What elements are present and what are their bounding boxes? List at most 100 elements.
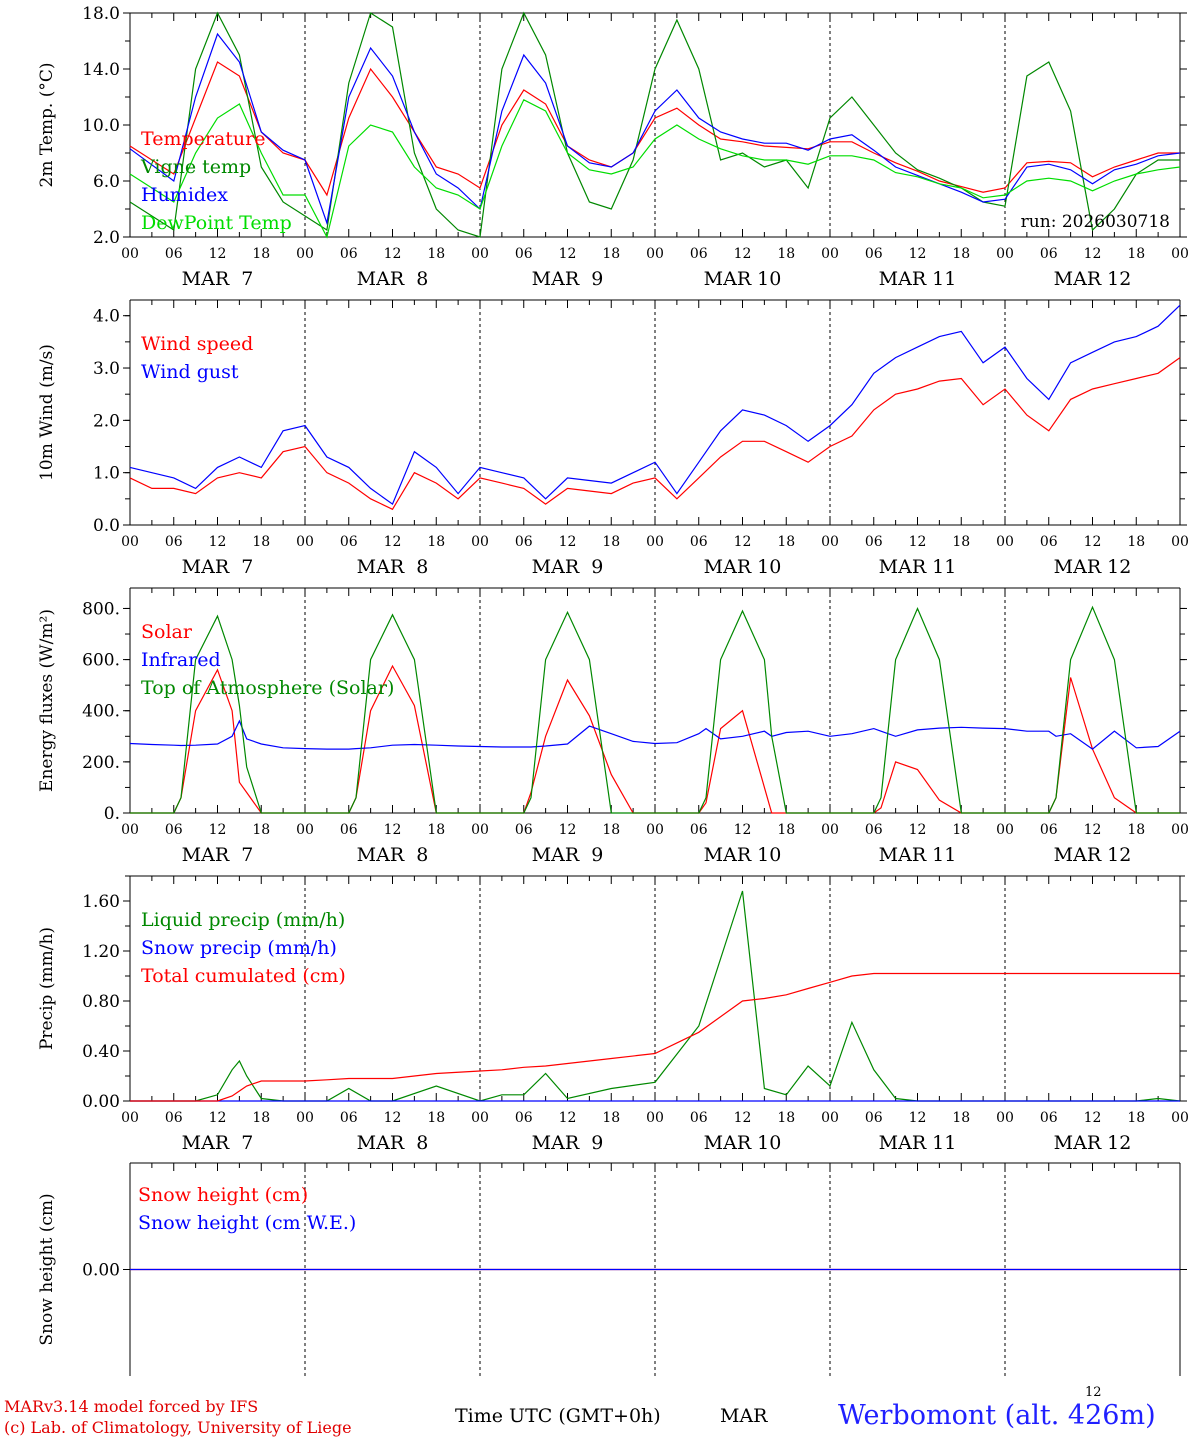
x-hour-label: 18: [427, 534, 445, 550]
x-hour-label: 12: [1084, 534, 1102, 550]
x-hour-label: 18: [427, 1110, 445, 1126]
y-tick-label: 0.00: [82, 1092, 120, 1112]
legend-label: Solar: [141, 621, 193, 643]
x-hour-label: 18: [252, 822, 270, 838]
y-tick-label: 0.0: [93, 516, 120, 536]
y-tick-label: 200.: [82, 753, 120, 773]
series-line-vigne-temp: [129, 11, 1180, 238]
x-day-label: MAR 8: [357, 844, 429, 866]
x-day-label: MAR 9: [532, 1132, 604, 1154]
x-hour-label: 06: [165, 822, 183, 838]
bottom-hour-label: 12: [1085, 1385, 1102, 1400]
x-hour-label: 18: [252, 1110, 270, 1126]
x-hour-label: 00: [121, 1110, 139, 1126]
x-hour-label: 06: [515, 1110, 533, 1126]
x-hour-label: 00: [471, 534, 489, 550]
x-hour-label: 06: [340, 822, 358, 838]
x-hour-label: 12: [559, 822, 577, 838]
y-tick-label: 14.0: [82, 60, 120, 80]
x-hour-label: 00: [646, 534, 664, 550]
legend-label: Wind gust: [141, 361, 239, 383]
x-day-label: MAR 10: [704, 268, 782, 290]
legend-label: Total cumulated (cm): [141, 965, 346, 987]
x-hour-label: 12: [384, 1110, 402, 1126]
x-hour-label: 00: [296, 1110, 314, 1126]
x-hour-label: 18: [602, 534, 620, 550]
legend-label: Top of Atmosphere (Solar): [141, 677, 394, 699]
x-hour-label: 00: [471, 822, 489, 838]
x-hour-label: 00: [296, 246, 314, 262]
y-tick-label: 0.00: [82, 1261, 120, 1281]
x-hour-label: 06: [690, 822, 708, 838]
x-hour-label: 06: [515, 534, 533, 550]
legend-label: Wind speed: [141, 333, 253, 355]
x-hour-label: 06: [1040, 822, 1058, 838]
y-axis-label: Precip (mm/h): [37, 927, 57, 1050]
panel-1: 2.0 6.0 10.0 14.0 18.0 2m Temp. (°C) Temperatu…: [37, 4, 1189, 290]
x-hour-label: 00: [996, 246, 1014, 262]
legend-label: DewPoint Temp: [141, 212, 292, 234]
x-hour-label: 12: [734, 1110, 752, 1126]
bottom-month-label: MAR: [720, 1405, 768, 1427]
series-line-humidex: [129, 32, 1181, 226]
x-hour-label: 00: [996, 822, 1014, 838]
x-hour-label: 06: [690, 534, 708, 550]
x-hour-label: 12: [209, 534, 227, 550]
y-tick-label: 1.60: [82, 892, 120, 912]
x-hour-label: 12: [734, 822, 752, 838]
x-day-label: MAR 12: [1054, 556, 1132, 578]
x-hour-label: 18: [252, 246, 270, 262]
x-hour-label: 00: [996, 1110, 1014, 1126]
panel-3: 0. 200. 400. 600. 800. Energy fluxes (W/m²) So…: [37, 587, 1189, 866]
x-day-label: MAR 8: [357, 1132, 429, 1154]
x-hour-label: 18: [602, 246, 620, 262]
x-hour-label: 00: [121, 534, 139, 550]
x-hour-label: 00: [1171, 822, 1189, 838]
x-hour-label: 18: [952, 822, 970, 838]
x-hour-label: 12: [384, 822, 402, 838]
series-line-infrared: [129, 719, 1181, 750]
legend-label: Humidex: [141, 184, 228, 206]
y-tick-label: 3.0: [93, 359, 120, 379]
x-hour-label: 00: [821, 822, 839, 838]
y-tick-label: 10.0: [82, 116, 120, 136]
x-hour-label: 18: [777, 246, 795, 262]
legend-label: Snow height (cm W.E.): [138, 1212, 356, 1234]
x-hour-label: 00: [821, 534, 839, 550]
x-hour-label: 06: [1040, 1110, 1058, 1126]
legend-label: Liquid precip (mm/h): [141, 909, 345, 931]
x-hour-label: 00: [996, 534, 1014, 550]
x-hour-label: 00: [646, 822, 664, 838]
x-hour-label: 18: [777, 534, 795, 550]
legend-label: Snow precip (mm/h): [141, 937, 337, 959]
y-tick-label: 2.0: [93, 228, 120, 248]
x-hour-label: 06: [340, 1110, 358, 1126]
x-day-label: MAR 8: [357, 268, 429, 290]
x-day-label: MAR 10: [704, 1132, 782, 1154]
y-axis-label: 10m Wind (m/s): [37, 344, 57, 481]
x-hour-label: 12: [209, 1110, 227, 1126]
time-axis-label: Time UTC (GMT+0h): [455, 1405, 661, 1427]
meteogram-chart: 2.0 6.0 10.0 14.0 18.0 2m Temp. (°C) Temperatu…: [37, 4, 1189, 1376]
y-tick-label: 800.: [82, 599, 120, 619]
x-hour-label: 18: [952, 534, 970, 550]
x-hour-label: 06: [865, 246, 883, 262]
x-hour-label: 00: [296, 822, 314, 838]
x-hour-label: 06: [165, 534, 183, 550]
x-hour-label: 12: [909, 1110, 927, 1126]
y-axis-label: Snow height (cm): [37, 1193, 57, 1345]
x-hour-label: 00: [471, 246, 489, 262]
y-tick-label: 0.80: [82, 992, 120, 1012]
x-hour-label: 18: [1127, 534, 1145, 550]
x-day-label: MAR 9: [532, 844, 604, 866]
x-hour-label: 06: [1040, 534, 1058, 550]
x-hour-label: 06: [690, 1110, 708, 1126]
series-line-wind-gust: [129, 304, 1181, 506]
x-hour-label: 00: [121, 822, 139, 838]
x-hour-label: 06: [165, 1110, 183, 1126]
y-tick-label: 18.0: [82, 4, 120, 24]
x-hour-label: 12: [384, 534, 402, 550]
x-day-label: MAR 10: [704, 844, 782, 866]
panel-4: 0.00 0.40 0.80 1.20 1.60 Precip (mm/h) Liquid …: [37, 875, 1189, 1154]
credit-lab: (c) Lab. of Climatology, University of L…: [4, 1418, 352, 1437]
